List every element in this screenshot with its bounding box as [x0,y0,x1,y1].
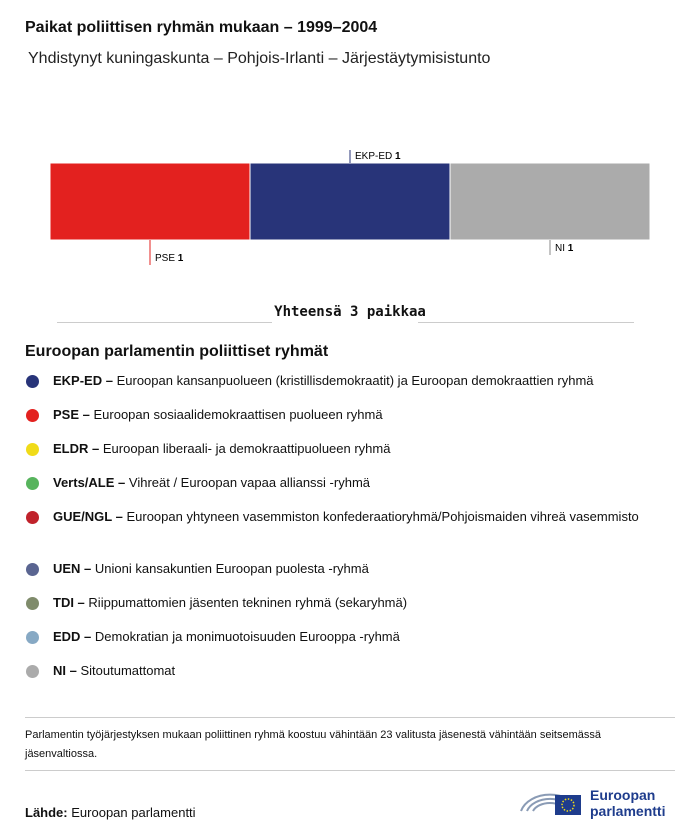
legend-marker [26,563,39,576]
data-label: 1 [568,243,574,254]
source-text: Euroopan parlamentti [71,805,196,820]
source: Lähde: Euroopan parlamentti [25,805,196,820]
divider [57,322,272,323]
legend-text: Euroopan liberaali- ja demokraattipuolue… [102,441,391,456]
series-name: NI [555,243,565,254]
logo-icon [520,793,581,815]
bar-segment [249,162,451,241]
divider [25,717,675,718]
divider [418,322,634,323]
legend-text: Unioni kansakuntien Euroopan puolesta -r… [94,561,369,576]
legend-marker [26,409,39,422]
legend-marker [26,597,39,610]
legend-item: EKP-ED – Euroopan kansanpuolueen (kristi… [26,372,653,390]
legend-abbr: TDI – [53,595,85,610]
legend-item: GUE/NGL – Euroopan yhtyneen vasemmiston … [26,508,653,526]
legend-abbr: UEN – [53,561,92,576]
legend-item: ELDR – Euroopan liberaali- ja demokraatt… [26,440,653,458]
legend-marker [26,375,39,388]
legend-abbr: EDD – [53,629,92,644]
legend-abbr: NI – [53,663,77,678]
logo-line: Euroopan [590,787,656,803]
legend-marker [26,665,39,678]
series-name: PSE [155,253,175,264]
series-name: EKP-ED [355,151,392,162]
legend-title: Euroopan parlamentin poliittiset ryhmät [25,343,329,360]
bar-segment [449,162,651,241]
logo-line: parlamentti [590,803,666,819]
legend-item: UEN – Unioni kansakuntien Euroopan puole… [26,560,653,578]
legend-item: Verts/ALE – Vihreät / Euroopan vapaa all… [26,474,653,492]
legend-abbr: EKP-ED – [53,373,113,388]
legend-abbr: GUE/NGL – [53,509,123,524]
legend-text: Demokratian ja monimuotoisuuden Eurooppa… [94,629,400,644]
divider [25,770,675,771]
legend-abbr: PSE – [53,407,90,422]
source-label: Lähde: [25,805,68,820]
legend-text: Euroopan sosiaalidemokraattisen puolueen… [93,407,383,422]
legend-marker [26,631,39,644]
legend-item: NI – Sitoutumattomat [26,662,653,680]
bar-segment [49,162,251,241]
data-label: 1 [395,151,401,162]
segment-label: PSE 1 [155,253,184,264]
segment-label: EKP-ED 1 [355,151,401,162]
legend-text: Sitoutumattomat [80,663,176,678]
segment-label: NI 1 [555,243,574,254]
logo-text: Euroopan parlamentti [590,787,665,819]
legend-item: PSE – Euroopan sosiaalidemokraattisen pu… [26,406,653,424]
legend-text: Euroopan yhtyneen vasemmiston konfederaa… [126,509,639,524]
chart-title: Paikat poliittisen ryhmän mukaan – 1999–… [25,19,378,36]
legend-item: TDI – Riippumattomien jäsenten tekninen … [26,594,653,612]
total-label: Yhteensä 3 paikkaa [274,304,426,320]
legend-marker [26,511,39,524]
legend-text: Vihreät / Euroopan vapaa allianssi -ryhm… [128,475,371,490]
data-label: 1 [178,253,184,264]
footnote: Parlamentin työjärjestyksen mukaan polii… [25,729,601,760]
legend-text: Riippumattomien jäsenten tekninen ryhmä … [88,595,408,610]
legend-abbr: ELDR – [53,441,100,456]
legend-marker [26,443,39,456]
legend-marker [26,477,39,490]
legend-item: EDD – Demokratian ja monimuotoisuuden Eu… [26,628,653,646]
legend-text: Euroopan kansanpuolueen (kristillisdemok… [116,373,594,388]
chart-subtitle: Yhdistynyt kuningaskunta – Pohjois-Irlan… [28,50,491,67]
legend-abbr: Verts/ALE – [53,475,126,490]
